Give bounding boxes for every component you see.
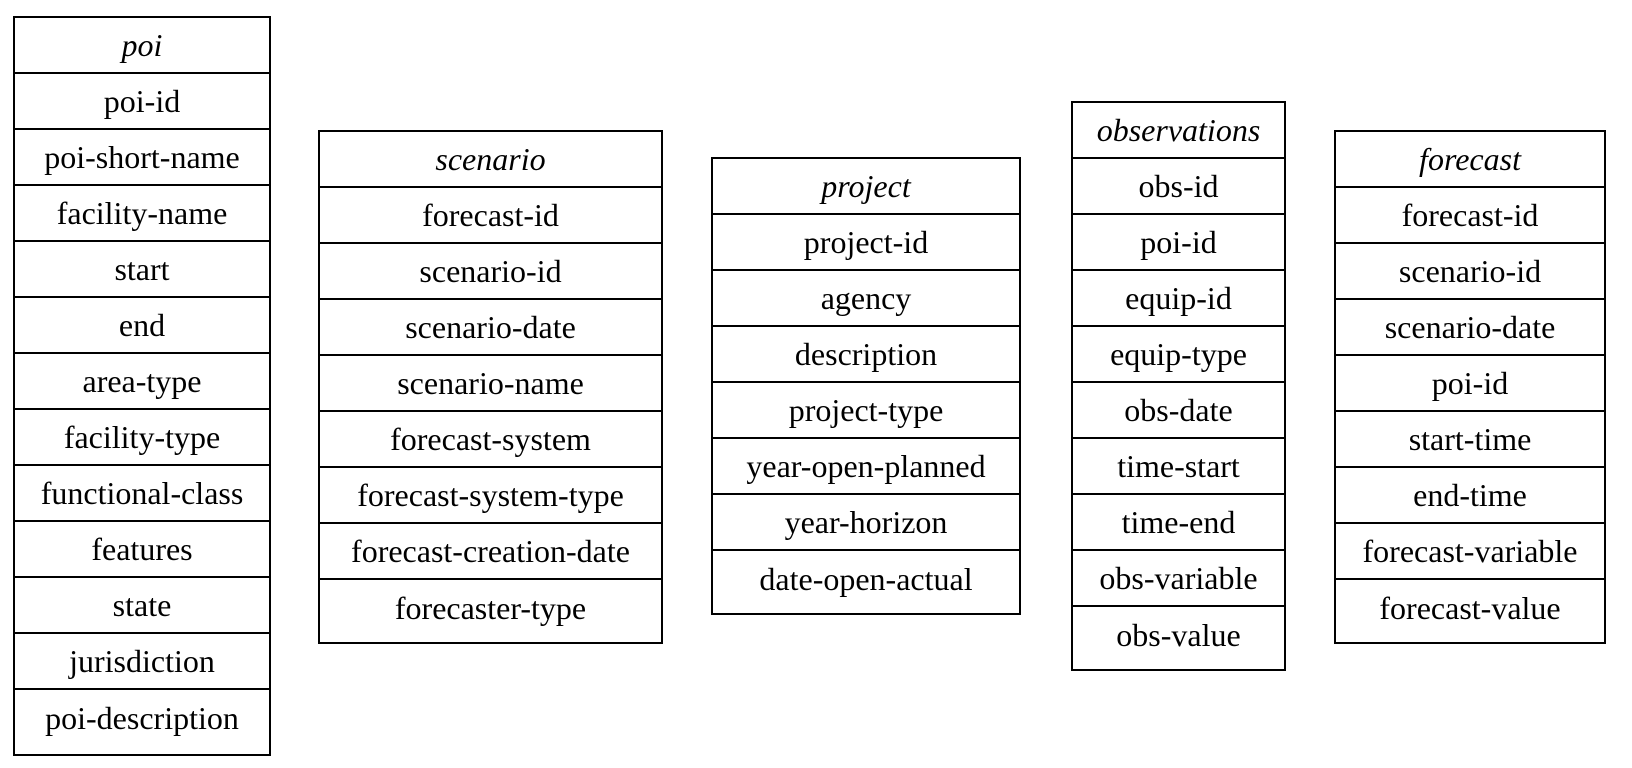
entity-field: poi-id — [1073, 215, 1284, 271]
entity-forecast: forecast forecast-id scenario-id scenari… — [1334, 130, 1606, 644]
entity-field: end-time — [1336, 468, 1604, 524]
entity-field: poi-id — [1336, 356, 1604, 412]
entity-field: agency — [713, 271, 1019, 327]
entity-field: obs-date — [1073, 383, 1284, 439]
entity-field: facility-name — [15, 186, 269, 242]
entity-field: time-end — [1073, 495, 1284, 551]
entity-field: obs-variable — [1073, 551, 1284, 607]
entity-field: forecast-creation-date — [320, 524, 661, 580]
entity-field: facility-type — [15, 410, 269, 466]
entity-field: forecast-system — [320, 412, 661, 468]
entity-field: start-time — [1336, 412, 1604, 468]
entity-poi: poi poi-id poi-short-name facility-name … — [13, 16, 271, 756]
entity-title: forecast — [1336, 132, 1604, 188]
entity-field: forecast-id — [320, 188, 661, 244]
entity-field: state — [15, 578, 269, 634]
entity-field: obs-id — [1073, 159, 1284, 215]
entity-field: scenario-id — [1336, 244, 1604, 300]
entity-field: scenario-id — [320, 244, 661, 300]
entity-title: scenario — [320, 132, 661, 188]
entity-field: project-type — [713, 383, 1019, 439]
entity-field: description — [713, 327, 1019, 383]
entity-field: forecast-variable — [1336, 524, 1604, 580]
entity-field: time-start — [1073, 439, 1284, 495]
entity-field: obs-value — [1116, 617, 1241, 653]
entity-field: scenario-name — [320, 356, 661, 412]
entity-scenario: scenario forecast-id scenario-id scenari… — [318, 130, 663, 644]
entity-field: area-type — [15, 354, 269, 410]
entity-field: poi-id — [15, 74, 269, 130]
entity-field: end — [15, 298, 269, 354]
entity-field: jurisdiction — [15, 634, 269, 690]
entity-field: date-open-actual — [759, 561, 973, 597]
entity-field: functional-class — [15, 466, 269, 522]
entity-title: poi — [15, 18, 269, 74]
entity-field: scenario-date — [1336, 300, 1604, 356]
entity-title: project — [713, 159, 1019, 215]
entity-field: year-horizon — [713, 495, 1019, 551]
entity-observations: observations obs-id poi-id equip-id equi… — [1071, 101, 1286, 671]
entity-field: poi-short-name — [15, 130, 269, 186]
entity-field: forecaster-type — [394, 590, 587, 626]
entity-field: scenario-date — [320, 300, 661, 356]
entity-field: forecast-system-type — [320, 468, 661, 524]
entity-field: year-open-planned — [713, 439, 1019, 495]
entity-field: equip-id — [1073, 271, 1284, 327]
entity-title: observations — [1073, 103, 1284, 159]
entity-field: poi-description — [45, 700, 239, 736]
entity-field: forecast-value — [1379, 590, 1561, 626]
entity-project: project project-id agency description pr… — [711, 157, 1021, 615]
entity-field: start — [15, 242, 269, 298]
entity-field: equip-type — [1073, 327, 1284, 383]
entity-field: project-id — [713, 215, 1019, 271]
entity-field: forecast-id — [1336, 188, 1604, 244]
entity-field: features — [15, 522, 269, 578]
